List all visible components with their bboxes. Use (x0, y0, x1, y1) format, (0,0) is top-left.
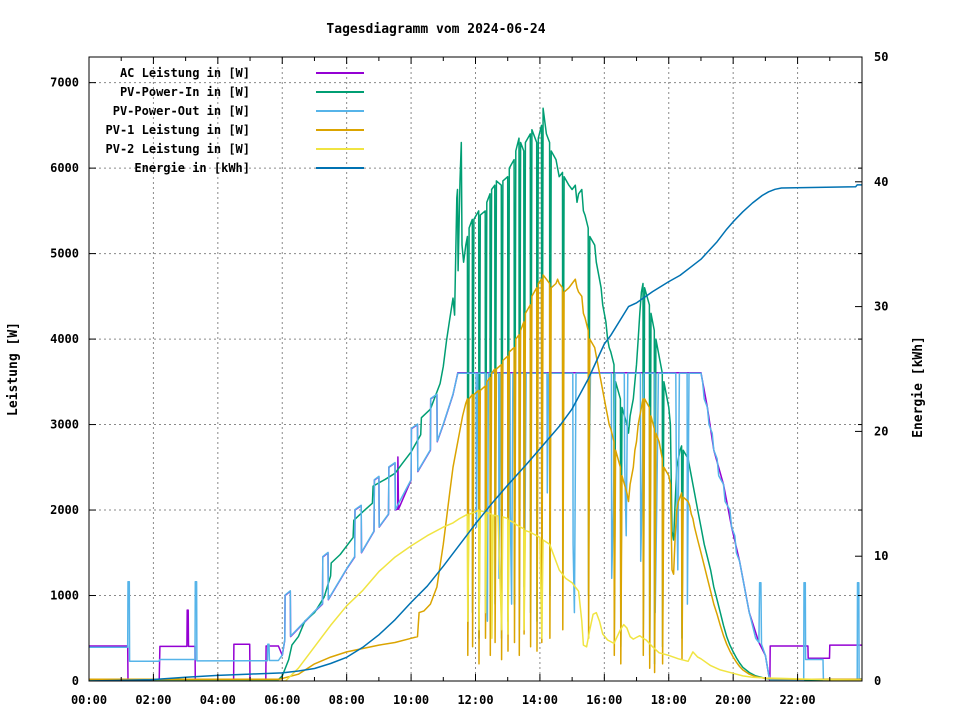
y-left-tick-label: 2000 (50, 503, 79, 517)
x-tick-label: 06:00 (264, 693, 300, 707)
legend-item-pv1-leistung: PV-1 Leistung in [W] (106, 123, 364, 137)
x-tick-label: 02:00 (135, 693, 171, 707)
legend-label-pv1-leistung: PV-1 Leistung in [W] (106, 123, 251, 137)
legend-label-pv-power-in: PV-Power-In in [W] (120, 85, 250, 99)
x-tick-label: 20:00 (715, 693, 751, 707)
series-pv1-leistung-line (89, 274, 862, 681)
y-left-tick-label: 3000 (50, 418, 79, 432)
y-left-tick-label: 1000 (50, 589, 79, 603)
series-layer (89, 107, 862, 681)
legend-item-pv2-leistung: PV-2 Leistung in [W] (106, 142, 364, 156)
y-left-axis-title: Leistung [W] (6, 322, 21, 416)
series-energie-line (89, 184, 862, 681)
x-tick-label: 16:00 (586, 693, 622, 707)
series-pv2-leistung-line (89, 509, 862, 681)
y-left-tick-label: 7000 (50, 76, 79, 90)
legend-label-pv2-leistung: PV-2 Leistung in [W] (106, 142, 251, 156)
y-right-tick-label: 20 (874, 424, 888, 438)
x-tick-label: 10:00 (393, 693, 429, 707)
x-tick-label: 04:00 (200, 693, 236, 707)
legend-label-ac-leistung: AC Leistung in [W] (120, 66, 250, 80)
chart-title: Tagesdiagramm vom 2024-06-24 (326, 22, 545, 37)
x-tick-label: 14:00 (522, 693, 558, 707)
legend-item-energie: Energie in [kWh] (134, 161, 364, 175)
legend-label-energie: Energie in [kWh] (134, 161, 250, 175)
x-tick-label: 00:00 (71, 693, 107, 707)
y-right-tick-label: 10 (874, 549, 888, 563)
legend-item-ac-leistung: AC Leistung in [W] (120, 66, 364, 80)
x-tick-label: 12:00 (457, 693, 493, 707)
y-right-tick-label: 50 (874, 50, 888, 64)
y-right-axis-title: Energie [kWh] (911, 336, 926, 438)
y-right-tick-label: 30 (874, 300, 888, 314)
legend: AC Leistung in [W] PV-Power-In in [W] PV-P… (106, 66, 364, 175)
y-left-tick-label: 5000 (50, 247, 79, 261)
legend-item-pv-power-in: PV-Power-In in [W] (120, 85, 364, 99)
x-tick-label: 18:00 (651, 693, 687, 707)
legend-item-pv-power-out: PV-Power-Out in [W] (113, 104, 364, 118)
y-right-tick-label: 40 (874, 175, 888, 189)
y-right-tick-label: 0 (874, 674, 881, 688)
x-tick-label: 08:00 (329, 693, 365, 707)
axes-layer: 00:00 02:00 04:00 06:00 08:00 10:00 12:00 14:00… (50, 50, 888, 707)
series-pv-power-in-line (89, 107, 862, 681)
series-pv-power-out-line (89, 372, 862, 681)
legend-label-pv-power-out: PV-Power-Out in [W] (113, 104, 250, 118)
x-tick-label: 22:00 (780, 693, 816, 707)
y-left-tick-label: 6000 (50, 161, 79, 175)
y-left-tick-label: 4000 (50, 332, 79, 346)
y-left-tick-label: 0 (72, 674, 79, 688)
